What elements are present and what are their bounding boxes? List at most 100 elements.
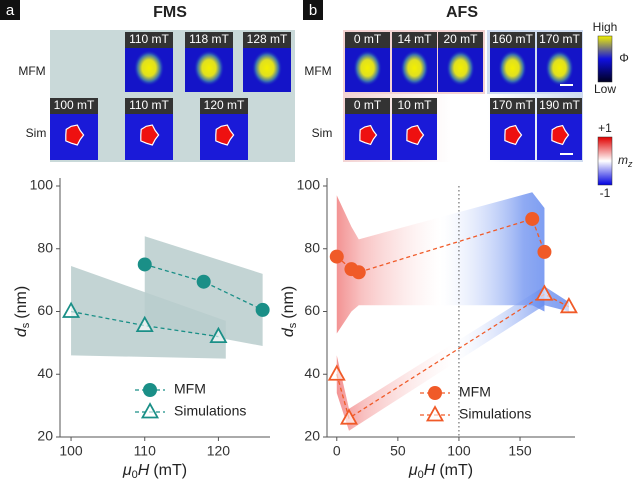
mfm-blob [133, 50, 165, 86]
uncertainty-band [71, 266, 226, 359]
tile-label-bar [243, 32, 291, 48]
y-tick-label: 40 [37, 365, 53, 381]
legend-marker [428, 386, 442, 400]
tile-label: 20 mT [443, 32, 478, 46]
x-axis-label-unit: (mT) [439, 462, 473, 479]
tile-label-bar [537, 98, 582, 114]
marker [329, 249, 344, 264]
y-tick-label: 100 [30, 177, 54, 193]
panel-label: b [309, 2, 317, 19]
x-axis-label-symbol: μ [122, 462, 132, 479]
marker [255, 302, 270, 317]
legend-label: Simulations [459, 406, 531, 422]
uncertainty-band [336, 286, 569, 431]
tile-label: 160 mT [492, 32, 533, 46]
tile-label: 100 mT [54, 98, 95, 112]
tile-label-bar [438, 32, 483, 48]
tile-label-bar [392, 98, 437, 114]
x-axis-label-sub: 0 [418, 469, 424, 481]
marker [327, 364, 346, 381]
sim-blob [359, 124, 378, 146]
sim-blob [140, 124, 160, 146]
tile-label: 190 mT [539, 98, 580, 112]
legend-label: Simulations [174, 403, 246, 419]
mfm-blob [251, 50, 283, 86]
tile-label: 128 mT [247, 32, 288, 46]
tile-label: 0 mT [354, 98, 382, 112]
tile-label-bar [125, 98, 173, 114]
colorbar [597, 35, 613, 83]
tile-label-bar [345, 32, 390, 48]
x-axis-label: μ0H (mT) [408, 462, 473, 481]
series-line [336, 293, 570, 420]
x-axis-label-var: H [424, 462, 436, 479]
sim-blob [406, 124, 425, 146]
colorbar-title-main: m [618, 153, 628, 167]
x-axis-label: μ0H (mT) [122, 462, 187, 481]
marker [196, 274, 211, 289]
image-row-label: MFM [18, 64, 45, 78]
x-axis-label-unit: (mT) [153, 462, 187, 479]
y-axis-label-symbol: d [280, 327, 297, 337]
tile-label: 10 mT [397, 98, 432, 112]
marker [62, 301, 81, 318]
y-axis-label: ds (nm) [280, 286, 299, 337]
x-tick-label: 0 [333, 443, 341, 459]
sim-blob [551, 124, 570, 146]
colorbar-title: Φ [619, 51, 629, 65]
tile-label-bar [345, 98, 390, 114]
y-tick-label: 80 [304, 239, 320, 255]
image-row-label: MFM [304, 64, 331, 78]
marker [559, 296, 578, 314]
x-axis-label-var: H [138, 462, 150, 479]
tile-label: 14 mT [397, 32, 432, 46]
tile-label: 120 mT [204, 98, 245, 112]
y-axis-label-sub: s [20, 322, 32, 328]
tile-label-bar [50, 98, 98, 114]
tile-label: 170 mT [492, 98, 533, 112]
legend-label: MFM [174, 381, 206, 397]
y-tick-label: 20 [304, 428, 320, 444]
x-axis-label-symbol: μ [408, 462, 418, 479]
chart-title: AFS [446, 4, 478, 21]
y-axis-label-sub: s [287, 322, 299, 328]
y-tick-label: 60 [304, 302, 320, 318]
sim-blob [215, 124, 235, 146]
tile-label-bar [490, 98, 535, 114]
x-tick-label: 100 [447, 443, 471, 459]
x-tick-label: 50 [390, 443, 406, 459]
series-line [336, 218, 546, 273]
y-tick-label: 40 [304, 365, 320, 381]
y-axis-label: ds (nm) [13, 286, 32, 337]
marker [135, 315, 154, 333]
y-tick-label: 60 [37, 302, 53, 318]
marker [137, 257, 152, 272]
tile-label-bar [200, 98, 248, 114]
uncertainty-band [336, 192, 545, 334]
tile-label: 110 mT [129, 98, 169, 112]
marker [339, 408, 359, 425]
tile-label-bar [537, 32, 582, 48]
tile-label-bar [392, 32, 437, 48]
y-tick-label: 20 [37, 428, 53, 444]
tile-label: 170 mT [539, 32, 580, 46]
tile-label-bar [490, 32, 535, 48]
y-axis-label-unit: (nm) [280, 286, 297, 319]
panel-label-box [303, 0, 323, 20]
colorbar-title: mz [618, 153, 633, 169]
y-axis-label-symbol: d [13, 327, 30, 337]
sim-blob [504, 124, 523, 146]
y-axis-label-unit: (nm) [13, 286, 30, 319]
mfm-blob [353, 50, 382, 86]
marker [535, 284, 554, 301]
mfm-blob [193, 50, 225, 86]
panel-label-box [0, 0, 20, 20]
legend-marker [425, 405, 445, 422]
image-row-label: Sim [312, 126, 333, 140]
mfm-blob [545, 50, 574, 86]
mfm-blob [498, 50, 527, 86]
mfm-blob [446, 50, 475, 86]
tile-label: 118 mT [189, 32, 229, 46]
x-axis-label-sub: 0 [132, 469, 138, 481]
